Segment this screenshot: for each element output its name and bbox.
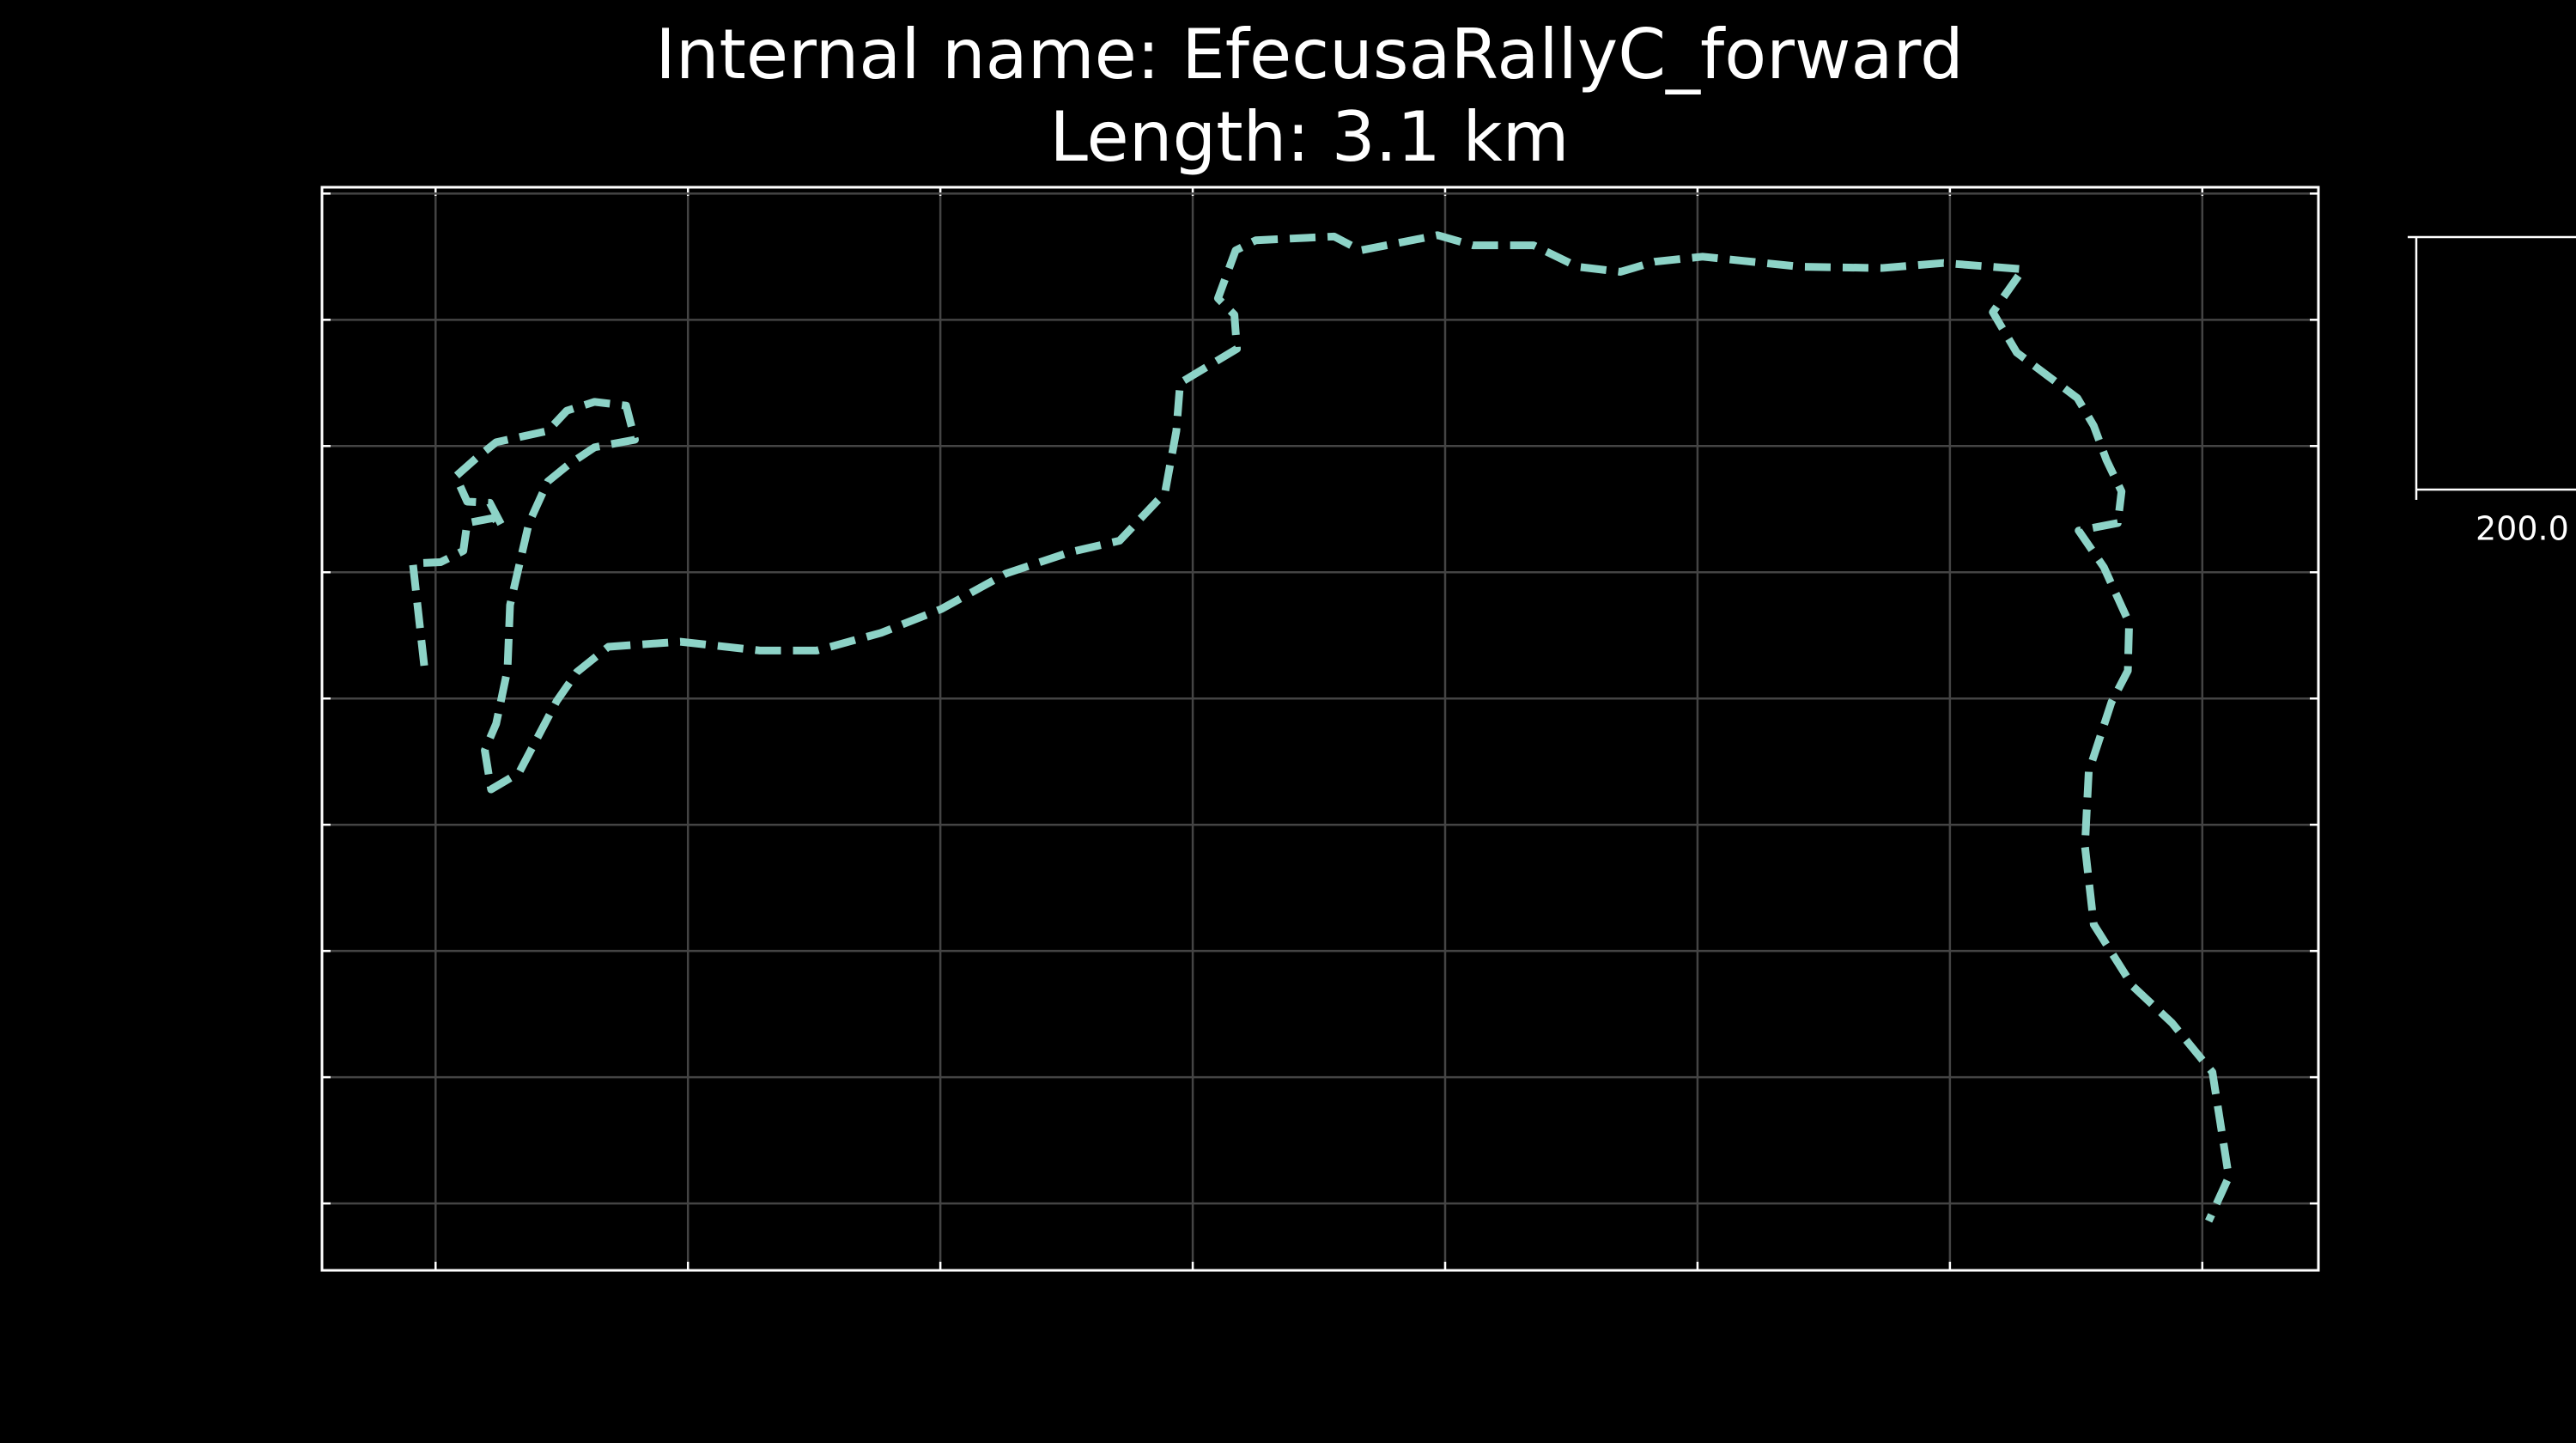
chart-subtitle: Length: 3.1 km [1049,97,1569,177]
plot-frame [320,186,2320,1272]
scale-bar-label: 200.0 [2476,509,2569,547]
track-line [409,231,2233,1223]
chart-title: Internal name: EfecusaRallyC_forward [655,15,1964,94]
